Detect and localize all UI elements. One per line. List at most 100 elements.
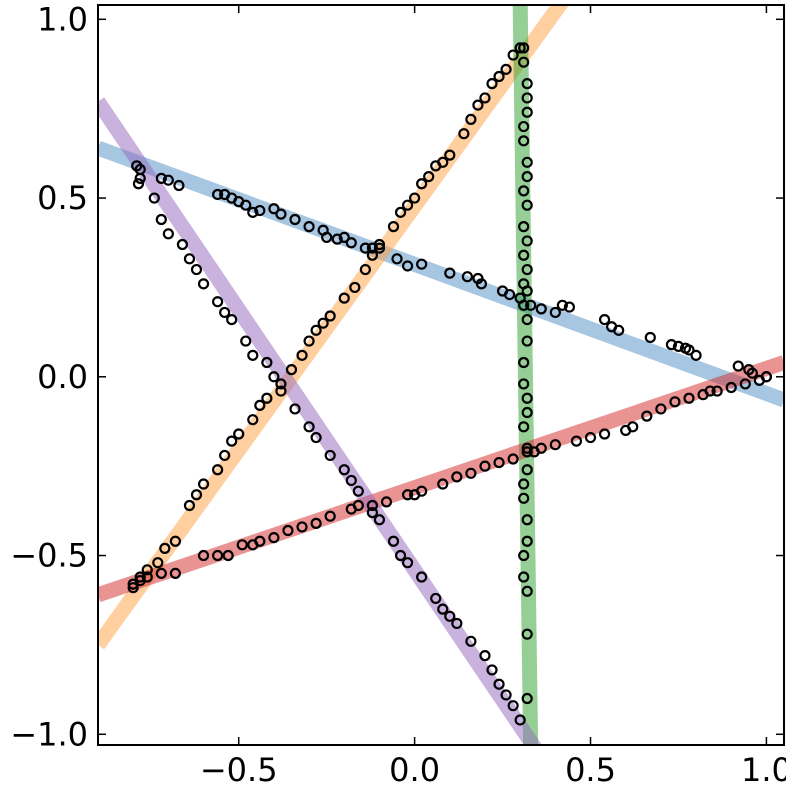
- data-point: [486, 664, 498, 676]
- data-point: [416, 485, 428, 497]
- data-point: [613, 324, 625, 336]
- data-point: [521, 628, 533, 640]
- data-point: [394, 206, 407, 218]
- data-point: [321, 231, 333, 243]
- data-point: [190, 263, 203, 276]
- data-point: [746, 367, 758, 379]
- data-point: [159, 542, 171, 554]
- data-point: [444, 267, 456, 279]
- data-point: [465, 113, 477, 125]
- data-point: [338, 464, 350, 476]
- fit-line-0: [98, 140, 784, 408]
- data-point: [359, 242, 371, 254]
- plot-area-background: [98, 5, 784, 745]
- data-point: [219, 449, 231, 462]
- data-point: [289, 213, 301, 226]
- data-point: [521, 263, 533, 276]
- data-point: [493, 70, 505, 83]
- data-point: [317, 317, 329, 329]
- data-point: [444, 149, 456, 161]
- data-point: [296, 521, 308, 533]
- data-point: [236, 539, 248, 551]
- data-point: [373, 242, 386, 254]
- data-point: [155, 213, 167, 226]
- data-point: [310, 517, 322, 529]
- data-point: [197, 549, 210, 562]
- x-tick-label: 1.0: [741, 751, 786, 789]
- data-point: [134, 163, 146, 176]
- data-point: [394, 549, 407, 562]
- x-tick-labels: −0.5 0.0 0.5 1.0: [200, 751, 786, 789]
- data-point: [518, 56, 530, 68]
- data-point: [310, 431, 322, 444]
- data-point: [683, 392, 695, 404]
- data-point: [518, 249, 530, 261]
- data-point: [275, 378, 287, 390]
- data-point: [521, 585, 533, 597]
- data-point: [254, 399, 266, 411]
- data-point: [669, 396, 681, 408]
- data-point: [641, 410, 653, 422]
- data-point: [472, 99, 484, 111]
- data-point: [338, 292, 350, 304]
- data-point: [521, 156, 533, 168]
- data-point: [521, 235, 533, 247]
- data-point: [479, 92, 491, 104]
- data-point: [212, 188, 224, 201]
- data-point: [437, 603, 449, 615]
- data-point: [254, 204, 266, 217]
- data-point: [162, 228, 174, 240]
- data-point: [148, 192, 160, 204]
- data-point: [247, 349, 259, 361]
- data-point: [598, 428, 611, 440]
- data-point: [338, 231, 350, 243]
- data-point: [127, 582, 139, 594]
- y-tick-label: 0.0: [37, 358, 88, 396]
- data-point: [518, 120, 530, 133]
- data-point: [197, 278, 210, 290]
- data-point: [352, 485, 364, 497]
- data-point: [514, 42, 526, 54]
- data-point: [401, 260, 414, 272]
- y-tick-label: −0.5: [10, 537, 88, 575]
- data-point: [226, 435, 238, 447]
- data-point: [212, 464, 224, 476]
- data-point: [518, 42, 530, 54]
- data-point: [141, 571, 153, 583]
- data-point: [261, 356, 273, 369]
- data-point: [444, 610, 456, 622]
- data-point: [134, 571, 146, 583]
- data-point: [521, 535, 533, 547]
- data-point: [507, 49, 519, 61]
- data-point: [521, 335, 533, 347]
- data-point: [430, 592, 442, 605]
- data-point: [373, 238, 386, 251]
- data-point: [416, 571, 428, 583]
- data-point: [760, 371, 773, 383]
- data-point: [155, 172, 167, 184]
- data-point: [285, 364, 298, 376]
- data-point: [451, 617, 463, 630]
- data-point: [665, 339, 678, 351]
- data-point: [437, 156, 449, 168]
- data-point: [518, 135, 530, 147]
- data-point: [655, 403, 667, 415]
- data-point: [518, 185, 530, 197]
- data-point: [739, 378, 751, 390]
- data-point: [521, 313, 533, 326]
- data-point: [521, 464, 533, 476]
- data-point: [268, 203, 280, 215]
- data-point: [289, 403, 301, 415]
- data-point: [518, 421, 530, 433]
- data-point: [518, 492, 530, 504]
- data-point: [387, 221, 400, 233]
- data-point: [535, 303, 547, 315]
- data-point: [563, 301, 576, 313]
- data-point: [162, 174, 174, 186]
- data-point: [461, 271, 473, 283]
- data-point: [275, 208, 287, 220]
- data-point: [303, 335, 315, 347]
- data-point: [504, 288, 516, 301]
- data-point: [518, 378, 530, 390]
